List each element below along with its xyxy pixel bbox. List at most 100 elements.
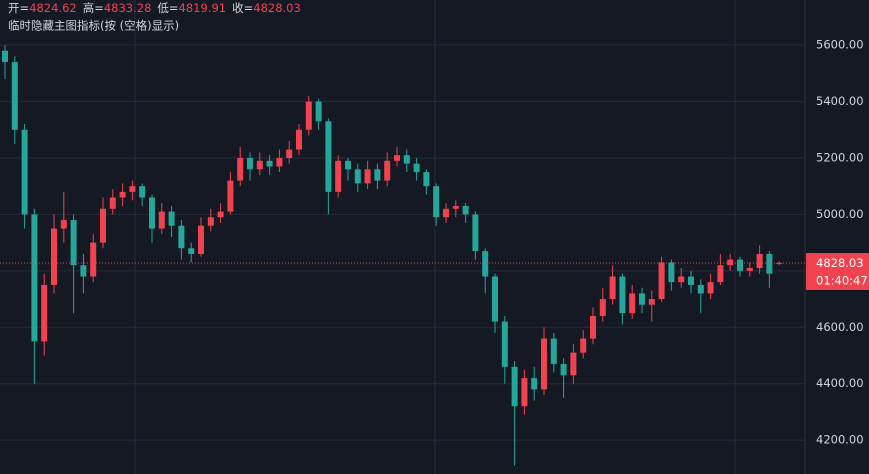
candle-body xyxy=(21,129,28,215)
candle-body xyxy=(276,158,283,167)
candle-body xyxy=(580,338,587,353)
candle-body xyxy=(158,211,165,229)
candle-body xyxy=(266,160,273,167)
candle-body xyxy=(403,155,410,164)
candle-body xyxy=(247,158,253,170)
candle-body xyxy=(11,62,18,130)
candle-body xyxy=(727,259,734,266)
candle-body xyxy=(237,158,244,181)
candle-body xyxy=(345,160,351,170)
candle-body xyxy=(384,160,391,181)
candle-body xyxy=(286,149,293,158)
candle-body xyxy=(707,282,714,294)
candle-body xyxy=(648,299,655,305)
candle-body xyxy=(629,293,636,314)
candle-body xyxy=(168,211,175,226)
subtitle: 临时隐藏主图指标(按 (空格)显示) xyxy=(8,19,179,33)
last-price-label: 4828.03 xyxy=(816,256,864,270)
candle-body xyxy=(325,121,332,192)
candle-body xyxy=(541,338,547,390)
plot xyxy=(0,44,805,466)
candle-body xyxy=(217,211,224,218)
candle-body xyxy=(766,253,773,274)
candle-body xyxy=(462,205,469,215)
candle-body xyxy=(737,259,743,271)
candle-body xyxy=(394,155,400,161)
candle-body xyxy=(511,366,518,407)
candle-body xyxy=(590,316,596,339)
candle-body xyxy=(472,214,479,252)
candle-body xyxy=(550,338,557,364)
candle-body xyxy=(374,169,381,181)
candle-body xyxy=(746,268,753,271)
candle-body xyxy=(688,276,694,285)
candle-body xyxy=(51,228,57,285)
candle-body xyxy=(129,186,136,192)
candle-body xyxy=(178,225,185,249)
candle-body xyxy=(668,262,675,283)
candle-body xyxy=(639,293,645,305)
candle-body xyxy=(227,180,234,212)
candle-body xyxy=(31,214,38,342)
candle-body xyxy=(560,363,567,376)
candle-body xyxy=(198,225,204,254)
candle-body xyxy=(531,378,538,390)
candle-body xyxy=(119,191,126,198)
candle-body xyxy=(315,101,322,122)
candle-body xyxy=(658,262,665,300)
y-tick-label: 4200.00 xyxy=(816,433,864,447)
candle-body xyxy=(188,248,195,254)
candle-body xyxy=(335,160,342,192)
candle-body xyxy=(433,186,440,218)
candle-body xyxy=(492,276,498,322)
ohlc-key: 开= xyxy=(8,1,29,15)
candle-body xyxy=(697,284,704,294)
candle-body xyxy=(60,220,67,229)
ohlc-value: 4833.28 xyxy=(104,1,152,15)
candle-body xyxy=(501,321,508,367)
y-tick-label: 4600.00 xyxy=(816,320,864,334)
candle-body xyxy=(354,169,361,184)
y-tick-label: 5400.00 xyxy=(816,94,864,108)
candle-body xyxy=(609,276,616,300)
candle-body xyxy=(207,217,214,226)
candle-body xyxy=(570,352,577,376)
ohlc-value: 4819.91 xyxy=(179,1,227,15)
candle-body xyxy=(80,265,87,277)
candle-body xyxy=(305,101,312,130)
y-tick-label: 5600.00 xyxy=(816,38,864,52)
candle-body xyxy=(717,265,724,283)
candle-body xyxy=(256,160,263,170)
candle-body xyxy=(90,242,97,277)
y-tick-label: 5000.00 xyxy=(816,207,864,221)
candle-body xyxy=(619,276,626,314)
candle-body xyxy=(296,129,302,150)
candle-body xyxy=(776,262,783,264)
y-tick-label: 4400.00 xyxy=(816,376,864,390)
ohlc-key: 低= xyxy=(157,1,178,15)
candle-body xyxy=(2,50,8,63)
ohlc-value: 4828.03 xyxy=(253,1,301,15)
ohlc-value: 4824.62 xyxy=(29,1,77,15)
candle-body xyxy=(521,378,528,407)
candle-body xyxy=(41,284,48,342)
candle-body xyxy=(413,163,420,173)
candle-body xyxy=(364,169,371,184)
candle-body xyxy=(678,276,685,283)
candle-body xyxy=(139,186,146,198)
ohlc-header: 开=4824.62 高=4833.28 低=4819.91 收=4828.03 xyxy=(8,1,301,15)
candle-body xyxy=(599,299,606,316)
candle-body xyxy=(443,208,449,218)
candle-body xyxy=(452,205,459,209)
candle-body xyxy=(70,220,77,266)
ohlc-key: 高= xyxy=(83,1,104,15)
candle-body xyxy=(756,253,763,269)
candle-body xyxy=(482,251,489,277)
candle-body xyxy=(100,208,106,243)
candle-body xyxy=(423,172,430,187)
candle-body xyxy=(149,197,155,229)
candle-body xyxy=(109,197,116,209)
y-tick-label: 5200.00 xyxy=(816,151,864,165)
